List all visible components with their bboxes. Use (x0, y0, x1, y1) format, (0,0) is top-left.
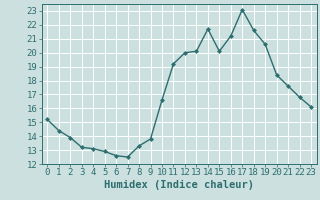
X-axis label: Humidex (Indice chaleur): Humidex (Indice chaleur) (104, 180, 254, 190)
